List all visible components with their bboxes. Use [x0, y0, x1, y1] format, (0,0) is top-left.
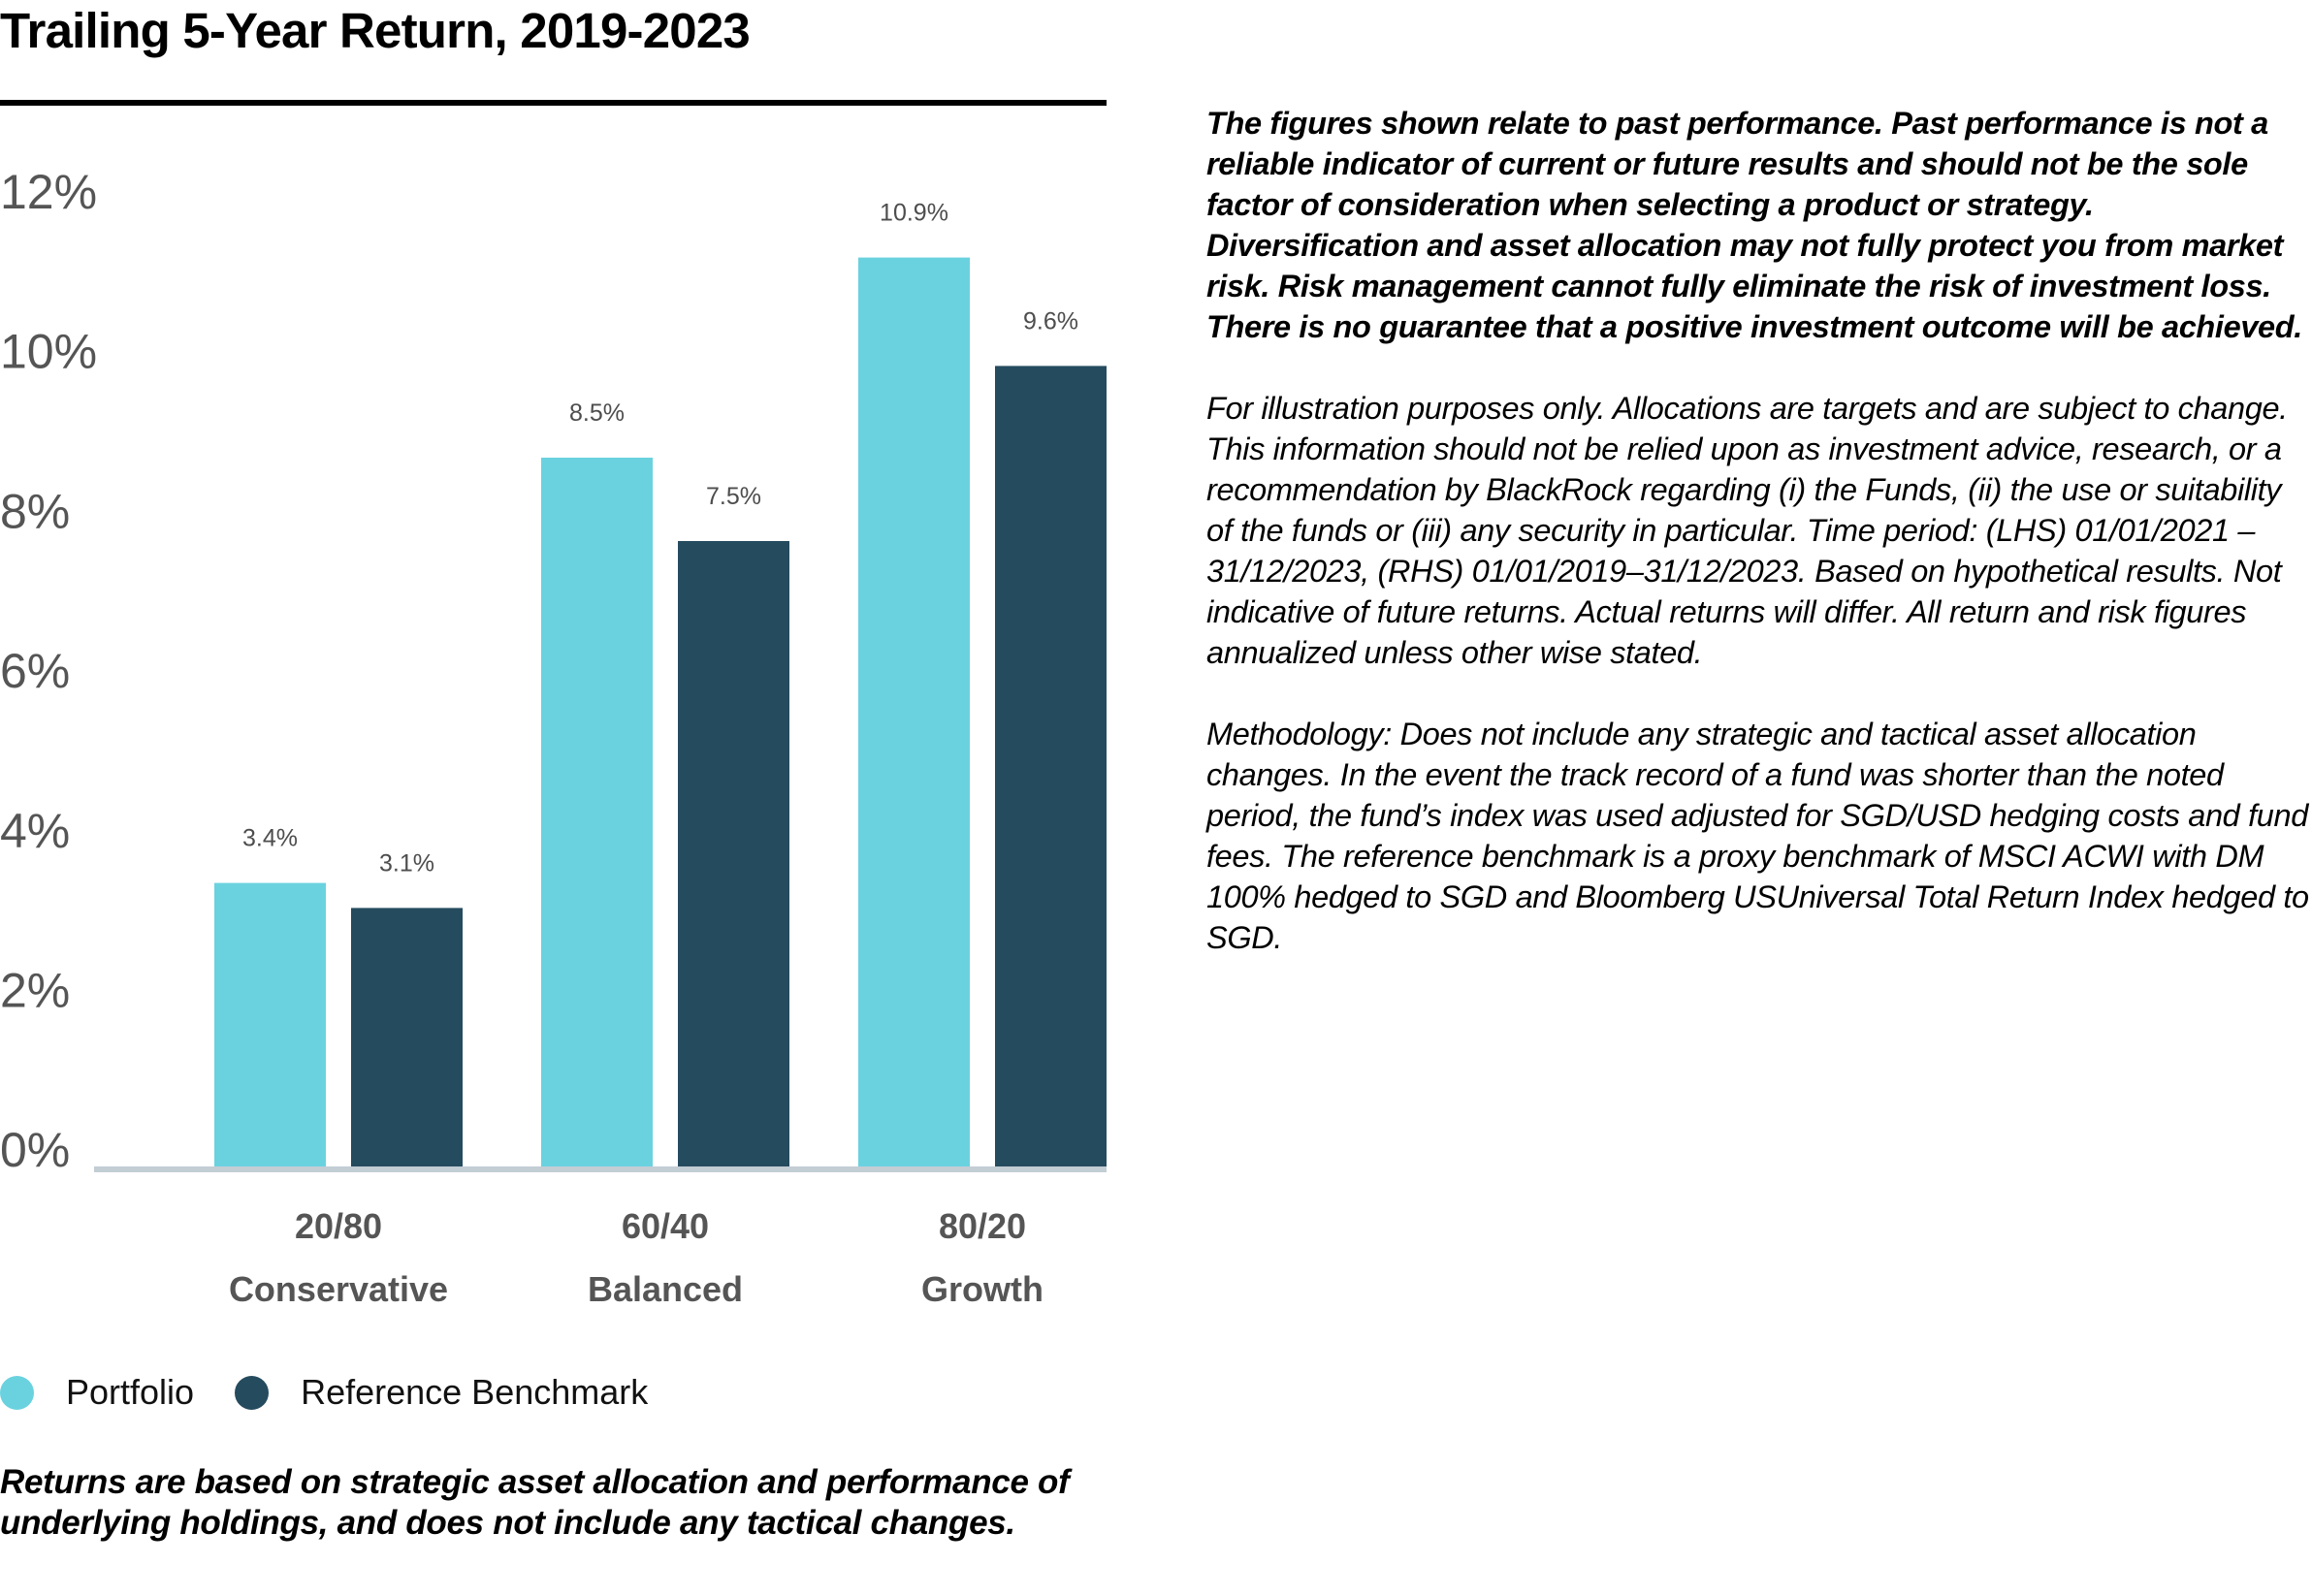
bar-value-label: 7.5% [706, 483, 761, 510]
bar-value-label: 8.5% [569, 399, 625, 427]
y-axis-ticks: 0% 2% 4% 6% 8% 10% 12% [0, 165, 97, 1177]
methodology-note: Methodology: Does not include any strate… [1206, 717, 2309, 955]
legend-item-reference-benchmark: Reference Benchmark [235, 1372, 648, 1413]
x-category-ratio-label: 80/20 [939, 1206, 1026, 1246]
footnote: Returns are based on strategic asset all… [0, 1463, 1070, 1542]
bars [214, 257, 1107, 1167]
x-category-name-label: Balanced [588, 1269, 743, 1309]
x-axis-line [94, 1166, 1107, 1172]
x-category-ratio-label: 60/40 [622, 1206, 709, 1246]
value-labels: 3.4% 3.1% 8.5% 7.5% 10.9% 9.6% [242, 200, 1078, 878]
legend: Portfolio Reference Benchmark [0, 1371, 648, 1414]
y-tick-label: 8% [0, 484, 70, 538]
bar-portfolio-growth [858, 257, 970, 1167]
past-performance-disclaimer: The figures shown relate to past perform… [1206, 106, 2302, 344]
y-tick-label: 2% [0, 964, 70, 1018]
bar-value-label: 9.6% [1023, 307, 1078, 335]
illustration-note: For illustration purposes only. Allocati… [1206, 391, 2288, 670]
x-axis-labels: 20/80 Conservative 60/40 Balanced 80/20 Growt… [229, 1206, 1044, 1309]
legend-label: Portfolio [66, 1372, 195, 1412]
legend-label: Reference Benchmark [301, 1372, 649, 1412]
disclosure-notes: The figures shown relate to past perform… [1206, 103, 2312, 999]
bar-reference-benchmark-growth [995, 366, 1107, 1166]
bar-value-label: 10.9% [880, 200, 948, 227]
legend-item-portfolio: Portfolio [0, 1372, 194, 1413]
y-tick-label: 4% [0, 804, 70, 858]
bar-reference-benchmark-balanced [678, 541, 789, 1166]
y-tick-label: 0% [0, 1123, 70, 1177]
x-category-ratio-label: 20/80 [295, 1206, 382, 1246]
y-tick-label: 12% [0, 165, 97, 219]
bar-value-label: 3.4% [242, 825, 298, 852]
x-category-name-label: Growth [921, 1269, 1044, 1309]
bar-chart: 0% 2% 4% 6% 8% 10% 12% 3.4% 3.1% 8.5% 7.5% 10.9% 9.… [0, 165, 1107, 1309]
x-category-name-label: Conservative [229, 1269, 448, 1309]
title-divider [0, 100, 1107, 106]
bar-portfolio-conservative [214, 882, 326, 1166]
y-tick-label: 10% [0, 325, 97, 379]
portfolio-swatch-icon [0, 1375, 34, 1410]
benchmark-swatch-icon [235, 1375, 270, 1410]
bar-value-label: 3.1% [379, 849, 434, 877]
y-tick-label: 6% [0, 644, 70, 698]
bar-portfolio-balanced [541, 458, 653, 1166]
bar-reference-benchmark-conservative [351, 908, 463, 1166]
chart-title: Trailing 5-Year Return, 2019-2023 [0, 3, 751, 58]
